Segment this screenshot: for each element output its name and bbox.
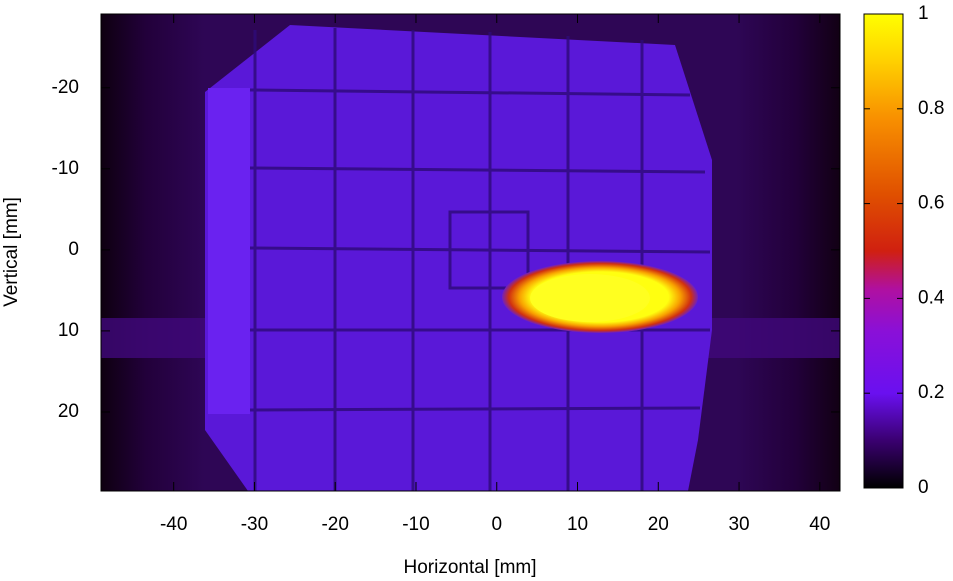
y-axis-label: Vertical [mm]	[1, 197, 22, 307]
colorbar-tick-label: 0.6	[918, 193, 944, 214]
plot-frame	[100, 13, 841, 492]
colorbar-tick-label: 0.4	[918, 287, 945, 308]
colorbar	[863, 13, 904, 489]
x-axis-label: Horizontal [mm]	[403, 557, 536, 578]
y-tick-label: -10	[52, 158, 79, 179]
x-tick-label: 30	[728, 514, 749, 535]
colorbar-tick-label: 0.2	[918, 382, 944, 403]
y-tick-label: 0	[68, 239, 79, 260]
x-tick-label: 40	[809, 514, 830, 535]
colorbar-tick-label: 0	[918, 477, 929, 498]
x-tick-label: 20	[648, 514, 669, 535]
x-tick-label: 10	[567, 514, 588, 535]
x-tick-label: -10	[402, 514, 429, 535]
y-tick-label: 10	[58, 320, 79, 341]
colorbar-tick-label: 1	[918, 3, 929, 24]
x-tick-label: -30	[241, 514, 268, 535]
x-tick-label: -40	[160, 514, 187, 535]
heatmap-image	[101, 14, 840, 491]
colorbar-tick-label: 0.8	[918, 98, 944, 119]
x-tick-label: -20	[321, 514, 348, 535]
y-tick-label: 20	[58, 401, 79, 422]
x-tick-label: 0	[491, 514, 502, 535]
y-tick-label: -20	[52, 77, 79, 98]
